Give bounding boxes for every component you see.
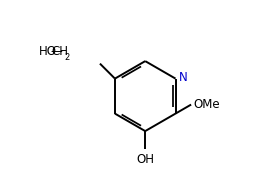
Text: OH: OH	[136, 153, 154, 166]
Text: 2: 2	[65, 53, 70, 62]
Text: N: N	[179, 71, 188, 84]
Text: HO: HO	[39, 45, 57, 58]
Text: CH: CH	[51, 45, 68, 58]
Text: —: —	[51, 45, 63, 58]
Text: OMe: OMe	[193, 98, 220, 111]
